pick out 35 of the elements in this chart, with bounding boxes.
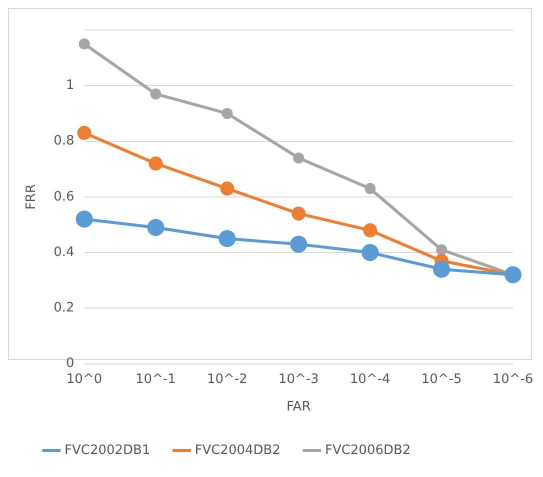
point xyxy=(433,260,450,278)
legend-label: FVC2006DB2 xyxy=(324,442,411,458)
point xyxy=(148,156,163,171)
point xyxy=(147,219,164,236)
y-tick-label: 0.8 xyxy=(54,134,74,149)
legend-label: FVC2004DB2 xyxy=(194,442,280,458)
y-tick-label: 0.4 xyxy=(54,244,74,260)
x-tick-label: 10^-1 xyxy=(136,372,176,387)
y-tick-label: 0 xyxy=(66,356,74,372)
point xyxy=(77,126,92,140)
point xyxy=(436,244,448,256)
x-tick-label: 10^-4 xyxy=(350,372,390,387)
point xyxy=(290,236,308,253)
y-axis-title: FRR xyxy=(24,184,40,210)
legend-label: FVC2002DB1 xyxy=(64,442,150,458)
point xyxy=(364,183,376,194)
x-tick-label: 10^-5 xyxy=(421,372,462,387)
point xyxy=(220,182,234,196)
x-tick-label: 10^-3 xyxy=(278,372,319,387)
y-tick-label: 0.6 xyxy=(54,189,74,204)
x-tick-label: 10^-6 xyxy=(492,372,534,387)
x-axis-title: FAR xyxy=(286,400,311,415)
y-tick-label: 0.2 xyxy=(54,300,74,316)
point xyxy=(222,108,233,119)
point xyxy=(76,210,93,228)
point xyxy=(293,152,304,164)
point xyxy=(218,230,236,248)
x-tick-label: 10^-2 xyxy=(206,372,248,387)
point xyxy=(362,244,379,262)
x-tick-label: 10^0 xyxy=(66,372,102,387)
point xyxy=(363,223,378,238)
y-tick-label: 1 xyxy=(66,78,74,94)
point xyxy=(150,88,162,100)
point xyxy=(292,206,306,221)
point xyxy=(78,38,90,50)
